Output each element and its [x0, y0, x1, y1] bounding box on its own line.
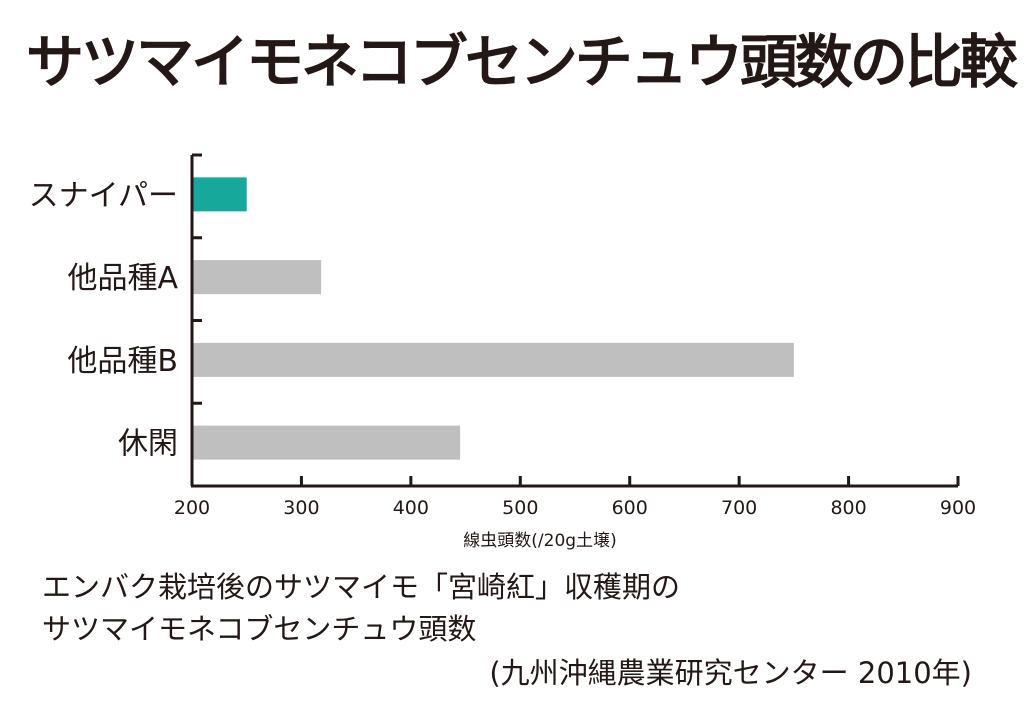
x-tick-label-6: 800 — [830, 497, 866, 519]
category-label-1: 他品種A — [67, 261, 178, 296]
chart-title: サツマイモネコブセンチュウ頭数の比較 — [26, 28, 1018, 96]
caption: エンバク栽培後のサツマイモ「宮崎紅」収穫期の サツマイモネコブセンチュウ頭数 — [42, 566, 680, 650]
source-note: (九州沖縄農業研究センター 2010年) — [489, 656, 972, 690]
bar-1 — [192, 260, 322, 295]
x-tick-label-5: 700 — [721, 497, 757, 519]
x-tick-label-2: 400 — [393, 497, 429, 519]
x-tick-label-7: 900 — [940, 497, 976, 519]
bar-3 — [192, 425, 461, 460]
x-tick-label-3: 500 — [502, 497, 538, 519]
caption-line-1: エンバク栽培後のサツマイモ「宮崎紅」収穫期の — [42, 570, 681, 604]
bar-0 — [192, 177, 247, 212]
category-label-3: 休閑 — [118, 427, 178, 462]
bar-2 — [192, 342, 794, 377]
x-tick-label-0: 200 — [174, 497, 210, 519]
x-axis-label: 線虫頭数(/20g土壌) — [463, 531, 616, 551]
x-tick-label-1: 300 — [283, 497, 319, 519]
caption-line-2: サツマイモネコブセンチュウ頭数 — [42, 612, 477, 646]
category-label-2: 他品種B — [67, 344, 178, 379]
x-tick-label-4: 600 — [612, 497, 648, 519]
category-label-0: スナイパー — [29, 178, 178, 213]
